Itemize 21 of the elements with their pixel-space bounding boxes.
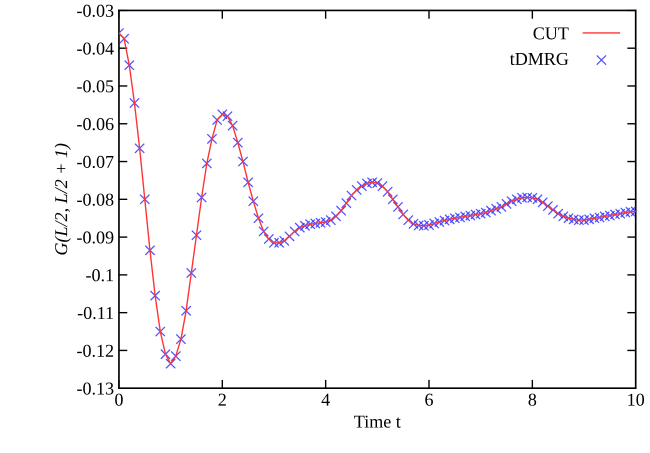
- y-axis-title: G(L/2, L/2 + 1): [54, 144, 71, 255]
- y-tick-label: -0.03: [77, 4, 114, 17]
- x-tick-label: 0: [115, 394, 123, 406]
- x-axis-title: Time t: [354, 416, 401, 428]
- y-tick-label: -0.12: [77, 344, 114, 357]
- y-tick-label: -0.1: [86, 269, 114, 282]
- y-tick-label: -0.09: [77, 231, 114, 244]
- x-tick-label: 8: [528, 394, 536, 406]
- y-tick-label: -0.04: [77, 42, 114, 55]
- y-tick-label: -0.06: [77, 118, 114, 130]
- legend-label: tDMRG: [510, 52, 568, 65]
- y-tick-label: -0.13: [77, 382, 114, 395]
- x-tick-label: 4: [321, 394, 330, 406]
- y-tick-label: -0.07: [77, 156, 114, 168]
- legend-label: CUT: [534, 27, 569, 40]
- y-tick-label: -0.08: [77, 194, 114, 206]
- y-tick-label: -0.11: [78, 306, 114, 320]
- x-tick-label: 2: [218, 394, 226, 406]
- x-tick-label: 6: [425, 394, 433, 406]
- x-tick-label: 10: [628, 394, 644, 406]
- y-tick-label: -0.05: [77, 80, 114, 92]
